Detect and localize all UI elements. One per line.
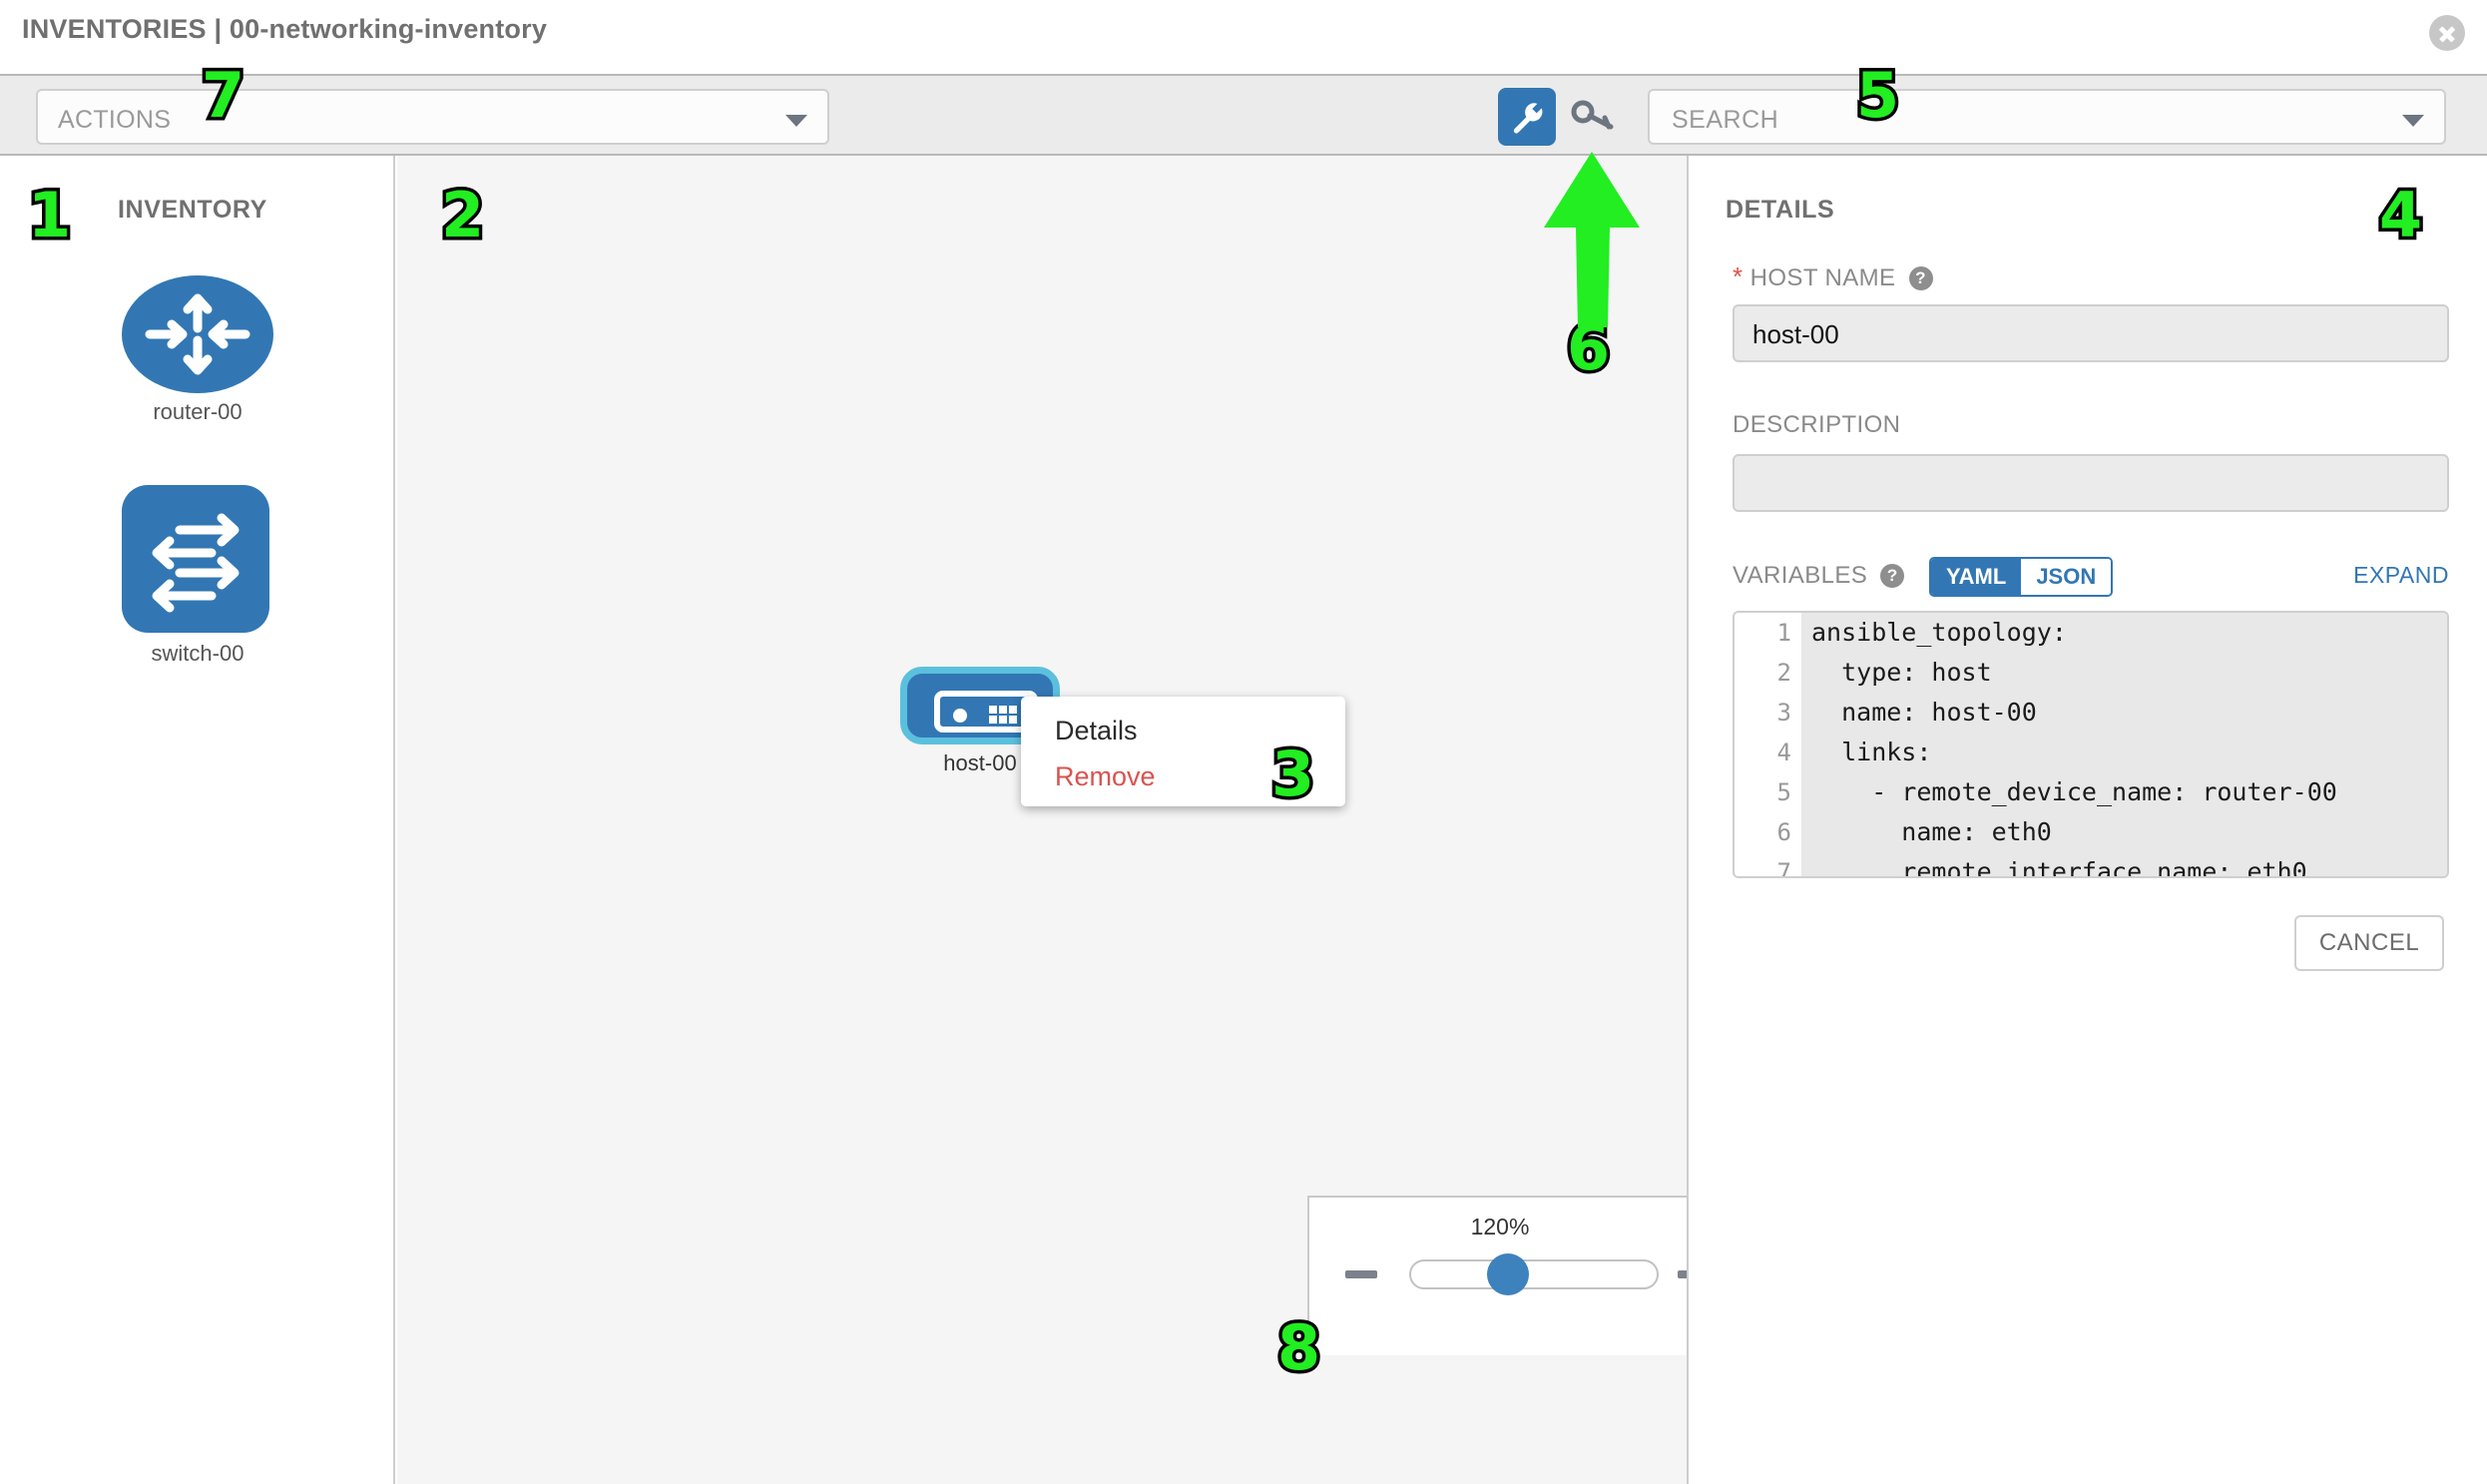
wrench-icon[interactable] [1498, 88, 1556, 146]
inventory-panel: INVENTORY router-00 [0, 156, 395, 1484]
line-number: 7 [1776, 858, 1791, 878]
router-icon [122, 275, 273, 393]
line-number: 4 [1776, 739, 1791, 766]
zoom-in-button[interactable] [1678, 1270, 1687, 1278]
code-line: name: host-00 [1811, 698, 2037, 727]
variables-label-text: VARIABLES [1733, 562, 1868, 589]
description-label: DESCRIPTION [1733, 411, 1900, 439]
variables-label: VARIABLES ? [1733, 562, 1905, 590]
key-glyph [1571, 100, 1614, 130]
expand-link[interactable]: EXPAND [2353, 562, 2449, 588]
code-content[interactable]: ansible_topology: type: host name: host-… [1801, 613, 2447, 876]
code-line: ansible_topology: [1811, 618, 2067, 647]
chevron-down-icon[interactable] [2402, 115, 2424, 127]
zoom-control-panel: 120% [1307, 1196, 1687, 1355]
variables-format-toggle: YAML JSON [1929, 557, 2114, 597]
inventory-item-label: router-00 [153, 399, 243, 424]
wrench-glyph [1513, 103, 1543, 134]
chevron-down-icon [785, 115, 807, 127]
line-number: 2 [1776, 659, 1791, 687]
canvas-node-label: host-00 [943, 750, 1017, 775]
description-field[interactable] [1733, 454, 2449, 512]
actions-dropdown[interactable]: ACTIONS [36, 89, 829, 145]
code-line: links: [1811, 738, 1932, 766]
description-label-text: DESCRIPTION [1733, 411, 1901, 438]
page-title: INVENTORIES | 00-networking-inventory [22, 14, 548, 44]
inventory-item-label: switch-00 [151, 641, 245, 666]
line-number: 6 [1776, 818, 1791, 846]
format-yaml-button[interactable]: YAML [1931, 559, 2022, 595]
inventory-item-switch[interactable]: switch-00 [0, 485, 395, 705]
search-placeholder: SEARCH [1672, 106, 1779, 134]
host-name-label-text: HOST NAME [1749, 264, 1896, 291]
line-number: 1 [1776, 619, 1791, 647]
code-line: name: eth0 [1811, 817, 2052, 846]
inventory-title: INVENTORY [118, 196, 267, 224]
context-menu-item-details[interactable]: Details [1055, 716, 1138, 745]
context-menu-item-remove[interactable]: Remove [1055, 761, 1156, 791]
code-gutter: 1 2 3 4 5 6 7 [1735, 613, 1801, 876]
code-line: type: host [1811, 658, 1992, 687]
switch-icon [122, 485, 273, 633]
server-ports [989, 706, 1021, 726]
body: INVENTORY router-00 [0, 156, 2487, 1484]
host-name-field[interactable]: host-00 [1733, 304, 2449, 362]
close-icon[interactable] [2429, 15, 2465, 51]
code-line: - remote_device_name: router-00 [1811, 777, 2337, 806]
code-line: remote_interface_name: eth0 [1811, 857, 2307, 878]
switch-glyph [152, 513, 240, 613]
zoom-percent-label: 120% [1470, 1214, 1530, 1239]
help-icon[interactable]: ? [1908, 266, 1933, 290]
format-json-button[interactable]: JSON [2021, 559, 2112, 595]
line-number: 3 [1776, 699, 1791, 727]
line-number: 5 [1776, 778, 1791, 806]
required-asterisk: * [1733, 261, 1743, 291]
host-name-label: * HOST NAME ? [1733, 261, 1933, 292]
help-icon[interactable]: ? [1880, 564, 1905, 588]
title-bar: INVENTORIES | 00-networking-inventory [0, 0, 2487, 74]
inventory-item-router[interactable]: router-00 [0, 275, 395, 465]
zoom-slider-thumb[interactable] [1487, 1253, 1529, 1295]
toolbar: ACTIONS SEARCH [0, 74, 2487, 156]
key-icon[interactable] [1569, 96, 1617, 138]
topology-canvas[interactable]: host-00 Details Remove 120% [397, 156, 1689, 1484]
details-title: DETAILS [1726, 196, 1835, 224]
zoom-slider-track[interactable] [1409, 1259, 1659, 1289]
cancel-button[interactable]: CANCEL [2294, 915, 2444, 971]
server-led [953, 709, 967, 723]
actions-dropdown-label: ACTIONS [58, 106, 172, 134]
host-name-value: host-00 [1752, 319, 1839, 349]
router-glyph [145, 293, 250, 375]
search-input[interactable]: SEARCH [1648, 89, 2446, 145]
zoom-out-button[interactable] [1345, 1270, 1377, 1278]
variables-code-editor[interactable]: 1 2 3 4 5 6 7 ansible_topology: type: ho… [1733, 611, 2449, 878]
node-context-menu: Details Remove [1021, 697, 1345, 806]
